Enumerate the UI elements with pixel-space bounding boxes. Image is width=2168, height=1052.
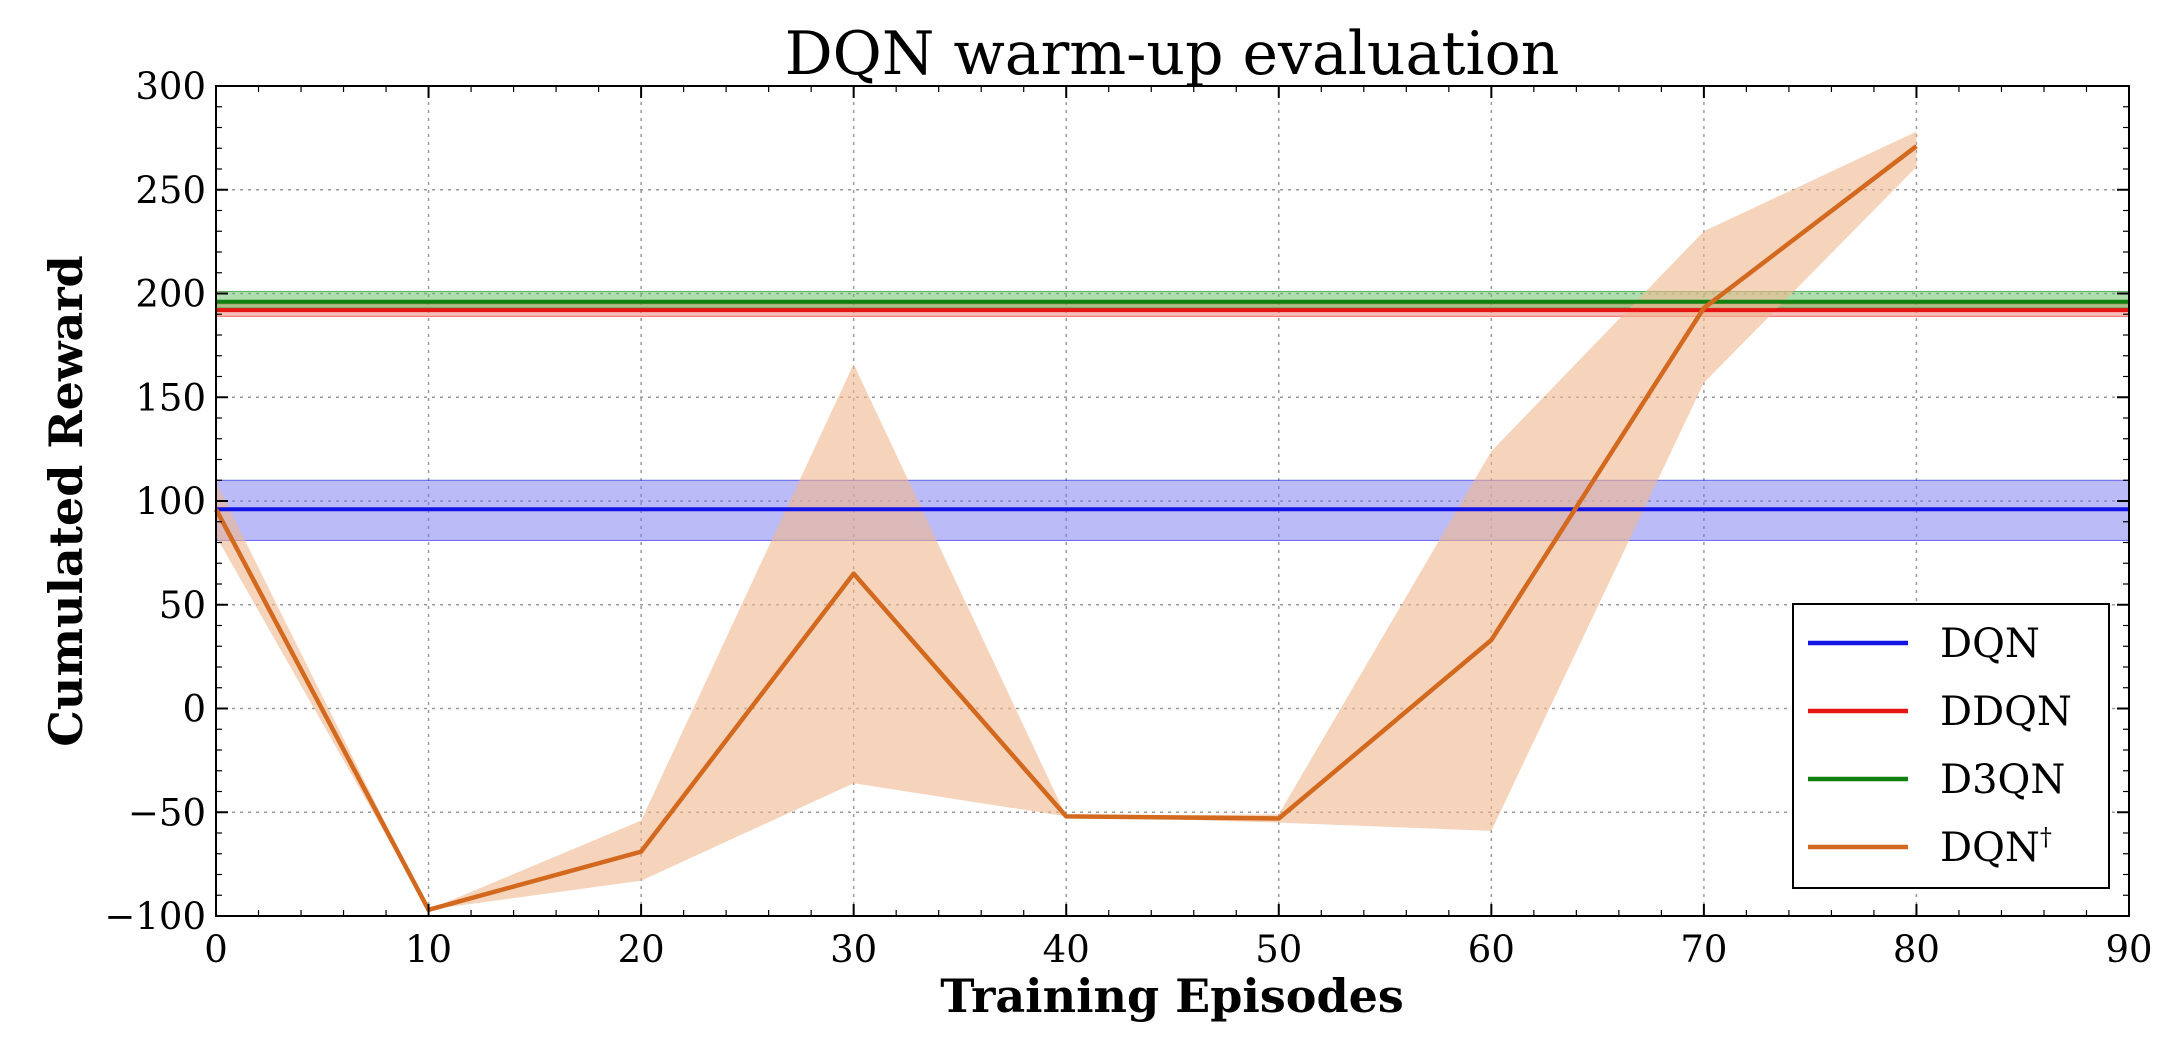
legend-label-d3qn: D3QN [1940,757,2065,803]
y-tick-label: 150 [135,376,206,419]
chart-title: DQN warm-up evaluation [785,19,1560,89]
x-tick-labels: 0 10 20 30 40 50 60 70 80 90 [204,928,2152,971]
series-lines [214,144,2129,913]
x-tick-label: 10 [405,928,452,971]
legend-label-text: D3QN [1940,757,2065,803]
x-tick-label: 20 [618,928,665,971]
legend-label-ddqn: DDQN [1940,689,2072,735]
d3qn-band [215,290,2130,309]
y-tick-label: −100 [104,895,206,938]
x-tick-label: 0 [204,928,228,971]
y-tick-label: 200 [135,273,206,316]
y-tick-label: 250 [135,169,206,212]
dqn-dagger-line [214,144,1918,913]
y-axis-label: Cumulated Reward [39,255,93,746]
axis-ticks [215,85,2130,917]
x-tick-label: 60 [1468,928,1515,971]
x-tick-label: 40 [1043,928,1090,971]
legend-box [1792,603,2110,889]
y-tick-label: 50 [159,584,206,627]
dqn-dagger-band [216,131,1917,910]
legend-label-text: DDQN [1940,689,2072,735]
x-tick-label: 90 [2105,928,2152,971]
x-tick-label: 30 [830,928,877,971]
legend-label-dqn-dagger: DQN† [1940,823,2052,871]
y-tick-label: 300 [135,65,206,108]
legend-label-text: DQN [1940,825,2040,871]
x-tick-label: 50 [1255,928,1302,971]
y-tick-labels: −100 −50 0 50 100 150 200 250 300 [104,65,206,938]
legend-label-dqn: DQN [1940,621,2040,667]
y-tick-label: −50 [128,791,206,834]
y-tick-label: 100 [135,480,206,523]
x-tick-label: 70 [1680,928,1727,971]
x-axis-label: Training Episodes [940,969,1404,1023]
legend-label-superscript: † [2040,823,2052,851]
y-tick-label: 0 [182,688,206,731]
legend-label-text: DQN [1940,621,2040,667]
x-tick-label: 80 [1893,928,1940,971]
